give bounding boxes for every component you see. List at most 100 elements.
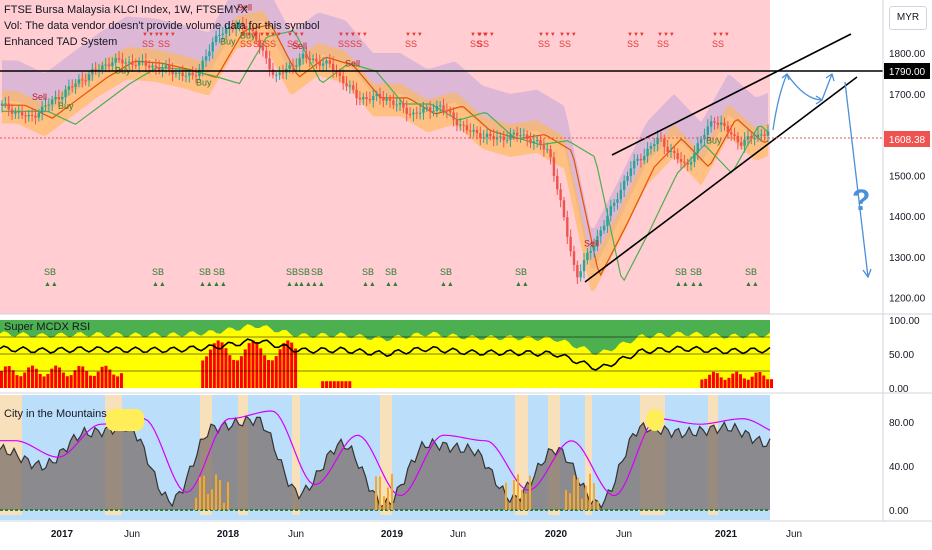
- volume-spike: [391, 473, 393, 510]
- candle-body: [355, 89, 358, 99]
- candle-body: [315, 58, 318, 62]
- candle-body: [265, 50, 268, 59]
- candle-body: [372, 96, 375, 101]
- rsi-red-bar: [34, 368, 38, 388]
- candle-body: [582, 260, 586, 272]
- ss-signal: SS: [264, 39, 276, 49]
- rsi-red-bar: [344, 381, 348, 388]
- candle-body: [158, 67, 161, 71]
- candle-body: [629, 168, 633, 176]
- candle-body: [432, 110, 435, 112]
- rsi-red-bar: [42, 376, 46, 388]
- rsi-red-bar: [61, 372, 65, 388]
- rsi-red-bar: [15, 375, 19, 388]
- ss-signal: SS: [253, 39, 265, 49]
- rsi-red-bar: [216, 340, 220, 388]
- volume-spike: [223, 502, 225, 510]
- ss-signal: SS: [405, 39, 417, 49]
- rsi-red-bar: [27, 367, 31, 388]
- signal-markers: SellSellSellSellSellBuyBuyBuyBuyBuyBuySB…: [32, 3, 759, 288]
- volume-spike: [379, 476, 381, 510]
- ss-signal: SS: [538, 39, 550, 49]
- rsi-red-bar: [750, 376, 754, 388]
- candle-body: [14, 111, 17, 114]
- candle-body: [362, 97, 365, 100]
- candle-body: [0, 103, 4, 106]
- rsi-red-bar: [119, 373, 123, 388]
- candle-body: [636, 158, 639, 161]
- rsi-red-bar: [711, 371, 715, 388]
- candle-body: [231, 27, 235, 29]
- candle-body: [281, 72, 285, 74]
- time-tick: Jun: [616, 529, 632, 540]
- candle-body: [572, 251, 576, 265]
- rsi-red-bar: [255, 342, 259, 388]
- candle-body: [251, 28, 255, 32]
- candle-body: [442, 105, 445, 111]
- candle-body: [753, 138, 756, 140]
- candle-body: [124, 62, 127, 64]
- wedge-upper-line: [611, 33, 852, 156]
- candle-body: [459, 124, 462, 126]
- candle-body: [599, 230, 602, 237]
- candle-body: [291, 65, 295, 67]
- ma-slow-line: [2, 30, 769, 282]
- ss-signal: SS: [559, 39, 571, 49]
- rsi-red-bar: [715, 373, 719, 388]
- candle-body: [646, 148, 649, 157]
- candle-body: [616, 199, 619, 203]
- volume-spike: [387, 487, 389, 510]
- candle-body: [258, 39, 261, 47]
- candle-body: [509, 134, 512, 140]
- candle-body: [34, 115, 37, 118]
- candle-body: [596, 236, 599, 246]
- candle-body: [515, 132, 519, 136]
- candle-body: [475, 129, 479, 134]
- currency-button[interactable]: MYR: [889, 6, 927, 30]
- candle-body: [77, 79, 81, 84]
- ss-tick: ▼▼▼: [350, 32, 368, 38]
- candle-body: [382, 98, 385, 101]
- candle-body: [37, 113, 40, 118]
- forecast-arrows: [772, 73, 869, 278]
- candle-body: [452, 112, 455, 120]
- time-axis: 2017 Jun 2018 Jun 2019 Jun 2020 Jun 2021 Jun: [51, 529, 802, 540]
- candle-body: [44, 105, 47, 107]
- candle-body: [107, 64, 111, 67]
- candle-body: [114, 58, 117, 63]
- time-tick: 2017: [51, 529, 74, 540]
- wedge-lower-line: [584, 76, 858, 283]
- sb-tick: ▲▲: [515, 281, 529, 288]
- ss-tick: ▼▼▼: [287, 32, 305, 38]
- candle-body: [345, 83, 348, 87]
- ss-tick: ▼▼▼: [470, 32, 488, 38]
- candle-body: [278, 72, 281, 75]
- candle-body: [147, 65, 151, 68]
- rsi-red-bar: [77, 366, 81, 388]
- candle-body: [455, 119, 459, 126]
- candle-body: [261, 46, 265, 51]
- ss-tick: ▼▼▼: [142, 32, 160, 38]
- rsi-red-bar: [348, 381, 352, 388]
- volume-spike: [211, 489, 213, 510]
- rsi-red-bar: [336, 381, 340, 388]
- rsi-red-bar: [708, 374, 712, 388]
- rsi-red-bar: [332, 381, 336, 388]
- price-tick: 1300.00: [889, 253, 926, 264]
- rsi-red-bar: [700, 379, 704, 388]
- mountain-plot: [0, 395, 771, 515]
- mountain-tick: 40.00: [889, 462, 914, 473]
- candle-body: [666, 146, 669, 152]
- candle-body: [482, 137, 485, 139]
- mountain-tick: 80.00: [889, 418, 914, 429]
- candle-body: [194, 75, 198, 77]
- rsi-red-bar: [282, 343, 286, 388]
- candle-body: [696, 143, 699, 153]
- candle-body: [472, 129, 475, 132]
- candle-body: [449, 111, 452, 113]
- candle-body: [499, 136, 502, 138]
- time-tick: Jun: [450, 529, 466, 540]
- ss-signal: SS: [338, 39, 350, 49]
- candle-body: [713, 121, 716, 123]
- sb-signal: SB: [385, 267, 397, 277]
